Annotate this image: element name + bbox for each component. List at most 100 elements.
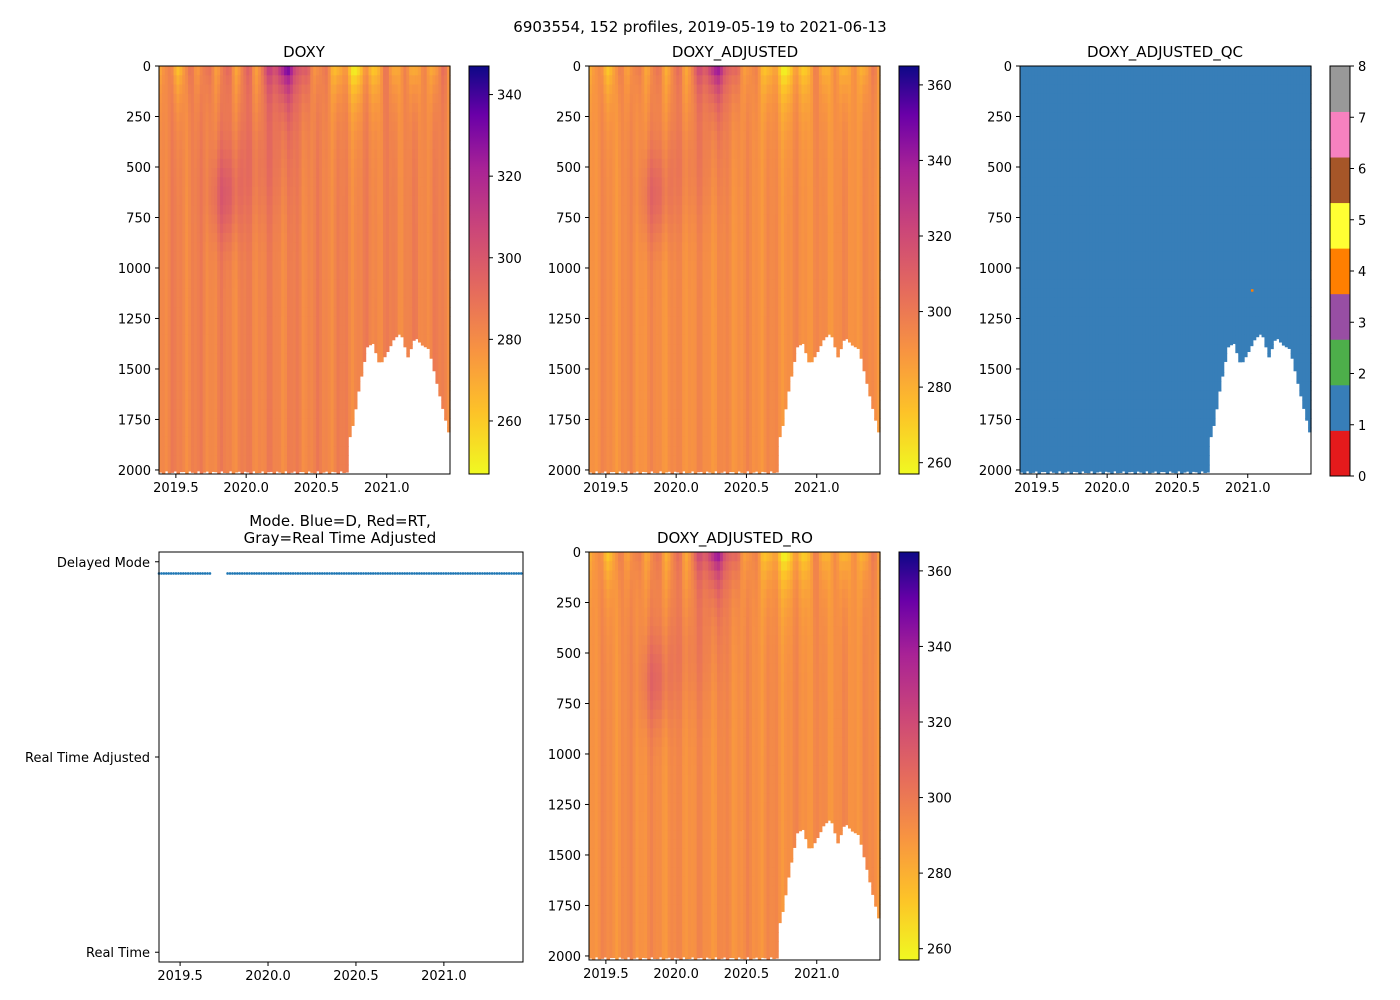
heatmap-cell	[240, 334, 244, 345]
heatmap-cell	[324, 279, 329, 290]
heatmap-cell	[269, 307, 274, 317]
heatmap-cell	[298, 223, 303, 234]
heatmap-cell	[176, 149, 180, 160]
heatmap-cell	[257, 362, 262, 373]
heatmap-cell	[240, 195, 244, 206]
heatmap-cell	[304, 195, 309, 206]
heatmap-cell	[345, 84, 349, 95]
heatmap-cell	[170, 455, 175, 466]
heatmap-cell	[185, 464, 189, 474]
heatmap-cell	[231, 353, 236, 364]
heatmap-cell	[220, 130, 224, 141]
heatmap-cell	[199, 297, 204, 308]
heatmap-cell	[237, 260, 242, 271]
heatmap-cell	[263, 307, 268, 317]
heatmap-cell	[243, 66, 247, 76]
heatmap-cell	[220, 270, 224, 280]
heatmap-cell	[188, 223, 192, 234]
heatmap-cell	[240, 66, 244, 76]
heatmap-cell	[217, 66, 221, 76]
heatmap-cell	[252, 446, 256, 457]
heatmap-cell	[225, 390, 230, 401]
heatmap-cell	[191, 75, 195, 86]
heatmap-cell	[260, 75, 265, 86]
heatmap-cell	[176, 103, 180, 113]
heatmap-cell	[266, 177, 271, 188]
heatmap-cell	[255, 316, 259, 327]
heatmap-cell	[321, 390, 326, 401]
heatmap-cell	[225, 140, 230, 151]
heatmap-cell	[281, 158, 285, 169]
heatmap-cell	[179, 446, 183, 457]
heatmap-cell	[208, 297, 212, 308]
heatmap-cell	[211, 84, 215, 95]
heatmap-cell	[211, 362, 215, 373]
heatmap-cell	[193, 140, 198, 151]
heatmap-cell	[304, 334, 309, 345]
heatmap-cell	[345, 307, 349, 317]
heatmap-cell	[161, 353, 166, 364]
heatmap-cell	[260, 297, 265, 308]
heatmap-cell	[161, 446, 166, 457]
heatmap-cell	[272, 399, 276, 410]
heatmap-cell	[164, 177, 169, 188]
heatmap-cell	[185, 186, 189, 197]
heatmap-cell	[159, 307, 163, 317]
heatmap-cell	[289, 307, 294, 317]
heatmap-cell	[275, 316, 279, 327]
heatmap-cell	[310, 390, 314, 401]
heatmap-cell	[217, 168, 221, 178]
heatmap-cell	[263, 195, 268, 206]
heatmap-cell	[211, 251, 215, 262]
heatmap-cell	[182, 140, 186, 151]
heatmap-cell	[330, 418, 335, 429]
heatmap-cell	[237, 316, 242, 327]
heatmap-cell	[223, 205, 227, 215]
heatmap-cell	[269, 186, 274, 197]
heatmap-cell	[220, 186, 224, 197]
heatmap-cell	[333, 307, 338, 317]
heatmap-cell	[214, 399, 218, 410]
heatmap-cell	[161, 325, 166, 336]
heatmap-cell	[170, 316, 175, 327]
heatmap-cell	[292, 168, 297, 178]
heatmap-cell	[159, 149, 163, 160]
heatmap-cell	[255, 446, 259, 457]
heatmap-cell	[237, 418, 242, 429]
heatmap-cell	[284, 279, 288, 290]
heatmap-cell	[161, 75, 166, 86]
heatmap-cell	[246, 195, 250, 206]
heatmap-cell	[188, 427, 192, 438]
heatmap-cell	[225, 307, 230, 317]
heatmap-cell	[301, 195, 306, 206]
heatmap-cell	[327, 390, 332, 401]
heatmap-cell	[310, 251, 314, 262]
heatmap-cell	[164, 297, 169, 308]
heatmap-cell	[167, 140, 172, 151]
heatmap-cell	[316, 223, 320, 234]
ytick-label: 1000	[118, 262, 151, 277]
heatmap-cell	[176, 195, 180, 206]
heatmap-cell	[225, 168, 230, 178]
heatmap-cell	[275, 251, 279, 262]
heatmap-cell	[336, 112, 341, 123]
heatmap-cell	[202, 409, 207, 419]
heatmap-cell	[257, 297, 262, 308]
heatmap-cell	[170, 93, 175, 104]
heatmap-cell	[339, 334, 343, 345]
heatmap-cell	[289, 93, 294, 104]
heatmap-cell	[170, 121, 175, 132]
heatmap-cell	[313, 232, 317, 243]
heatmap-cell	[164, 75, 169, 86]
heatmap-cell	[284, 446, 288, 457]
heatmap-cell	[336, 177, 341, 188]
heatmap-cell	[307, 316, 311, 327]
heatmap-cell	[225, 399, 230, 410]
heatmap-cell	[220, 232, 224, 243]
heatmap-cell	[161, 362, 166, 373]
heatmap-cell	[287, 270, 291, 280]
heatmap-cell	[164, 112, 169, 123]
heatmap-cell	[217, 297, 221, 308]
heatmap-cell	[246, 270, 250, 280]
heatmap-cell	[228, 436, 233, 447]
